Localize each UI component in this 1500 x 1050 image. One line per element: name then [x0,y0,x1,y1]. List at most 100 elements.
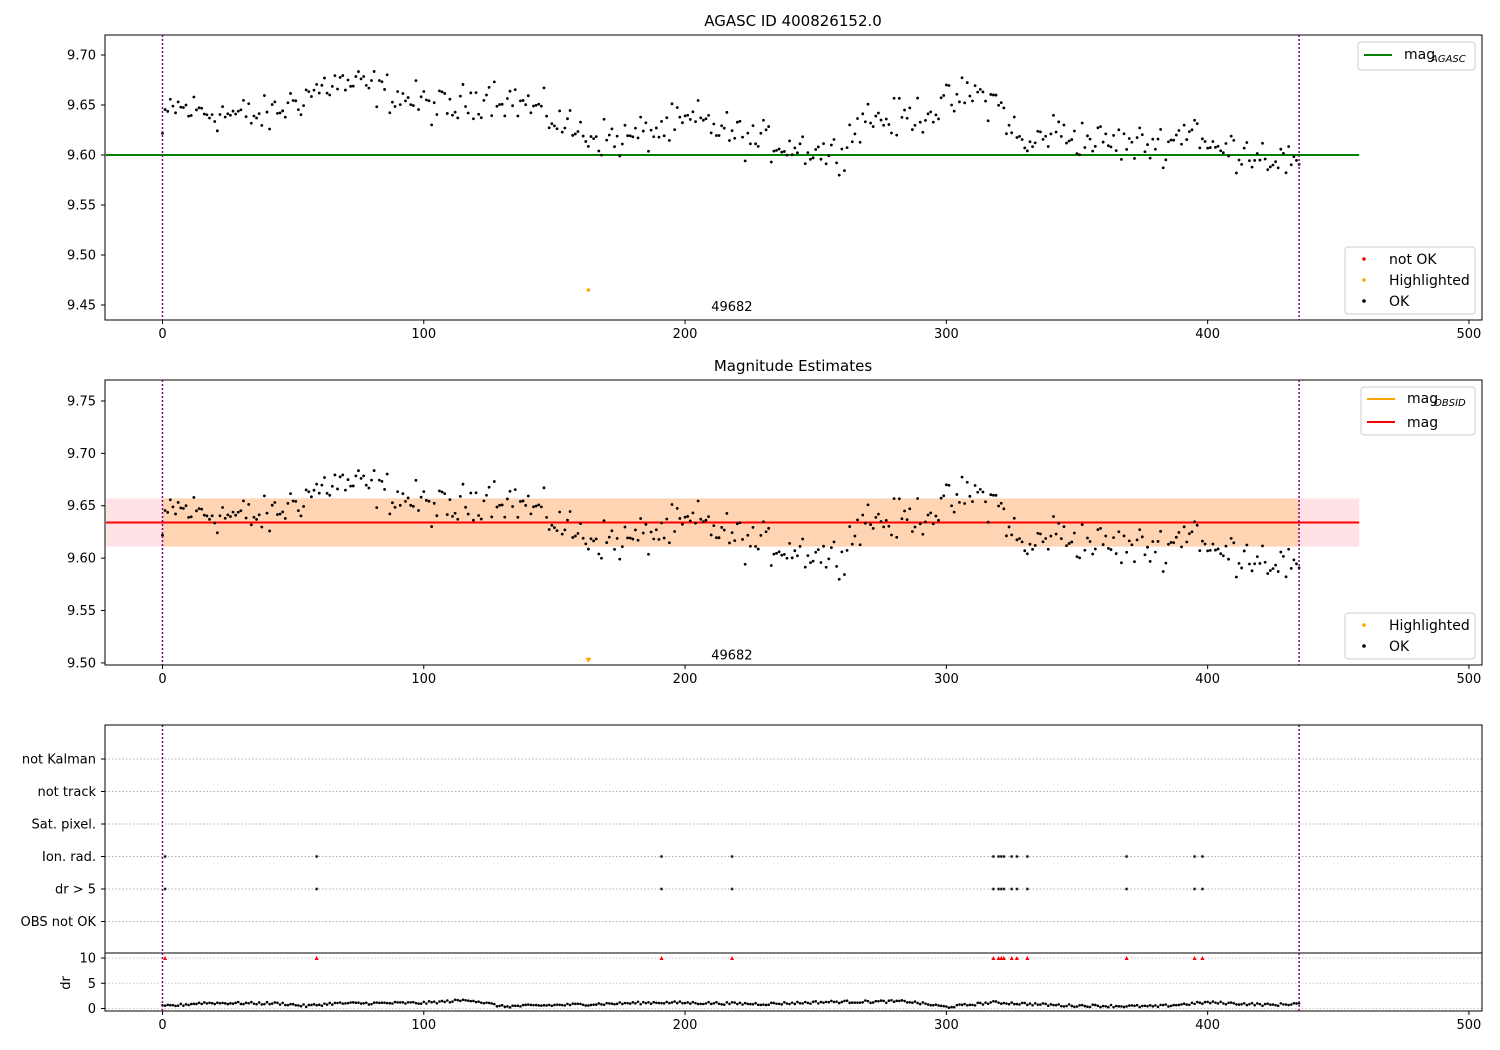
dr-point [372,1001,376,1005]
data-point-ok [673,128,677,132]
dr-point [503,1005,507,1009]
data-point-ok [1279,147,1283,151]
dr-point [997,1001,1000,1004]
dr-point [934,1003,938,1006]
data-point-ok [320,83,324,87]
data-point-ok [1023,549,1027,553]
data-point-ok [607,133,611,137]
data-point-ok [866,503,870,507]
data-point-ok [296,108,300,112]
data-point-ok [1120,157,1123,161]
dr-point [1229,1001,1233,1004]
data-point-ok [850,542,854,546]
data-point-ok [1240,162,1244,166]
dr-point [440,999,444,1003]
data-point-ok [291,499,295,503]
dr-point [837,1001,841,1005]
data-point-ok [1018,134,1021,138]
dr-point [882,999,885,1003]
data-point-ok [396,490,400,494]
data-point-ok [1255,152,1259,155]
data-point-ok [997,504,1001,508]
dr-point [1287,1003,1290,1007]
data-point-ok [171,505,175,509]
dr-point [414,1001,418,1005]
x-tick-label: 0 [158,327,166,342]
flag-row-label: Ion. rad. [42,850,96,865]
data-point-ok [257,513,261,517]
data-point-ok [409,103,413,107]
data-point-ok [984,500,987,504]
dr-point [845,999,849,1002]
dr-point [947,1006,951,1010]
data-point-ok [176,100,180,104]
data-point-ok [926,513,930,517]
data-point-ok [414,478,418,482]
data-point-ok [636,136,640,140]
data-point-ok [662,536,666,540]
data-point-ok [377,79,381,82]
dr-point [289,1002,292,1006]
data-point-ok [751,124,755,128]
data-point-ok [1250,165,1254,169]
data-point-ok [620,545,624,549]
data-point-ok [1091,149,1095,153]
data-point-ok [1240,566,1244,570]
dr-point [623,1001,627,1005]
dr-point [307,1003,311,1007]
data-point-ok [205,113,209,117]
data-point-ok [743,562,747,566]
dr-point [461,998,465,1002]
data-point-ok [678,115,682,119]
data-point-ok [440,90,444,94]
data-point-ok [1086,536,1089,540]
data-point-ok [545,515,548,519]
panel-4-axes: 0 100 200 300 400 500 0 5 10 [79,952,1481,1033]
data-point-ok [939,496,943,500]
dr-point [1224,1003,1228,1006]
y-tick-label: 9.70 [67,49,96,64]
dr-point [197,1001,201,1005]
dr-point [1104,1004,1108,1008]
dr-point [772,1001,776,1005]
dr-point [785,1002,789,1005]
data-point-ok [260,525,264,529]
legend-box [1344,246,1476,315]
data-point-ok [469,91,473,95]
data-point-ok [291,99,295,102]
data-point-ok [1282,555,1285,558]
data-point-ok [1106,144,1110,148]
dr-point [788,1002,791,1006]
panel-flags: not Kalman not track Sat. pixel. Ion. rad. d… [21,724,1483,954]
data-point-ok [942,94,946,97]
dr-point [1190,1001,1194,1005]
dr-point [1041,1002,1045,1005]
data-point-ok [903,108,906,112]
data-point-ok [581,536,585,540]
data-point-ok [712,524,716,528]
data-point-ok [422,490,426,493]
legend-label-ok: OK [1389,639,1410,655]
data-point-ok [286,101,290,105]
data-point-ok [505,97,509,100]
dr-point [631,1001,635,1004]
data-point-ok [500,503,504,507]
data-point-ok [1065,544,1068,548]
data-point-ok [519,500,522,503]
data-point-ok [1211,542,1215,546]
data-point-ok [929,511,933,515]
data-point-ok [688,118,692,121]
data-point-ok [905,518,909,522]
data-point-ok [730,531,734,535]
dr-point [542,1003,546,1007]
dr-point [1133,1004,1136,1008]
data-point-ok [511,104,515,108]
data-point-ok [521,99,525,102]
dr-point [1046,1004,1050,1007]
data-point-ok [848,123,852,127]
data-point-ok [1059,135,1063,138]
legend-marker-highlighted [1362,278,1366,282]
dr-point [1122,1005,1126,1009]
data-point-ok [1093,144,1097,148]
data-point-ok [500,102,504,106]
